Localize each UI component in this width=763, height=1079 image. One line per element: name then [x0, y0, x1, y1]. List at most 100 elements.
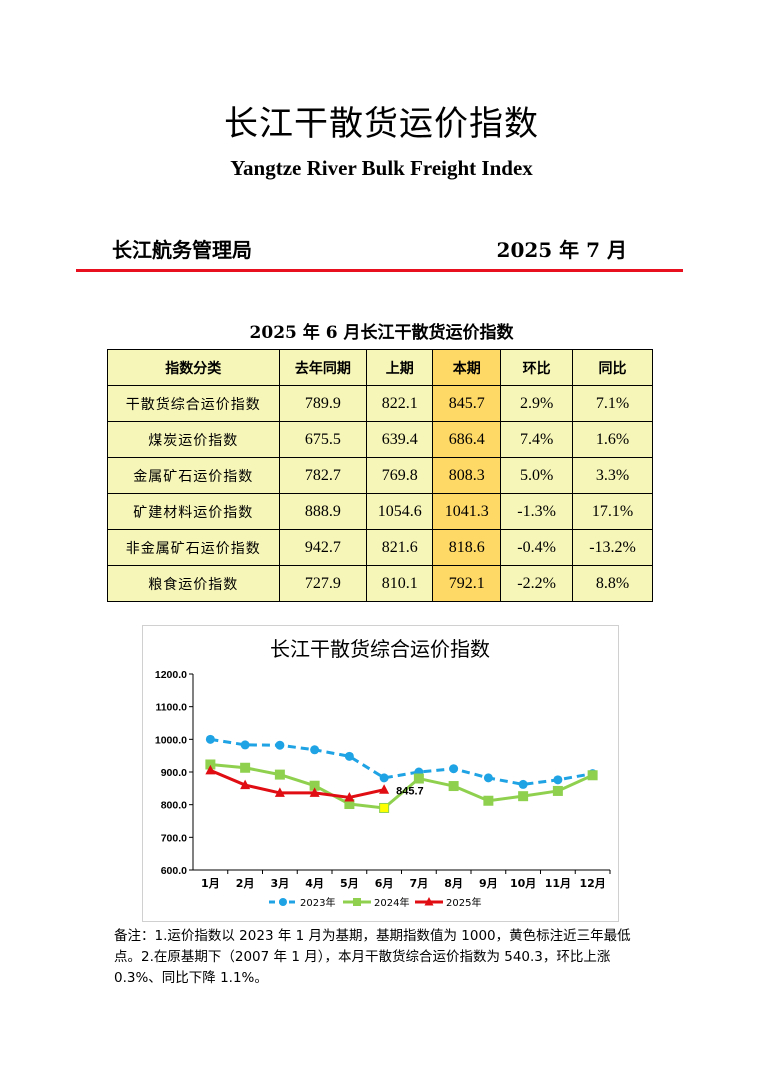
table-cell: 822.1 — [366, 385, 434, 422]
header-divider — [76, 269, 683, 272]
data-point — [275, 740, 285, 750]
data-point — [483, 773, 493, 783]
data-point — [518, 779, 528, 789]
table-cell: 3.3% — [572, 457, 653, 494]
data-point — [449, 764, 459, 774]
data-label: 845.7 — [396, 786, 424, 798]
table-row: 干散货综合运价指数 789.9 822.1 845.7 2.9% 7.1% — [107, 385, 653, 422]
data-point — [240, 779, 251, 790]
category-cell: 金属矿石运价指数 — [107, 457, 280, 494]
table-cell: 1054.6 — [366, 493, 434, 530]
table-cell: -0.4% — [500, 529, 574, 566]
x-tick-label: 8月 — [444, 877, 463, 890]
data-point — [240, 740, 250, 750]
data-point — [309, 787, 320, 797]
column-header: 同比 — [572, 349, 653, 386]
data-point — [552, 785, 563, 796]
legend-label: 2023年 — [300, 896, 335, 909]
x-tick-label: 2月 — [236, 877, 255, 890]
table-row: 煤炭运价指数 675.5 639.4 686.4 7.4% 1.6% — [107, 421, 653, 458]
data-point — [344, 791, 355, 802]
table-title: 2025 年 6 月长江干散货运价指数 — [249, 323, 514, 343]
x-tick-label: 10月 — [510, 877, 536, 890]
table-cell: 7.1% — [572, 385, 653, 422]
x-tick-label: 11月 — [545, 877, 571, 890]
data-point — [413, 773, 424, 784]
y-tick-label: 1200.0 — [155, 669, 187, 681]
current-cell: 845.7 — [432, 385, 502, 422]
table-cell: 782.7 — [278, 457, 368, 494]
data-point — [310, 745, 320, 755]
data-point — [553, 775, 563, 785]
x-tick-label: 1月 — [201, 877, 220, 890]
column-header: 环比 — [500, 349, 574, 386]
table-cell: -2.2% — [500, 565, 574, 602]
data-point — [344, 751, 354, 761]
table-cell: 5.0% — [500, 457, 574, 494]
column-header: 本期 — [432, 349, 502, 386]
x-tick-label: 5月 — [340, 877, 359, 890]
y-tick-label: 1000.0 — [155, 734, 187, 746]
table-cell: 17.1% — [572, 493, 653, 530]
table-cell: 888.9 — [278, 493, 368, 530]
legend-label: 2024年 — [374, 896, 409, 909]
category-cell: 粮食运价指数 — [107, 565, 280, 602]
category-cell: 非金属矿石运价指数 — [107, 529, 280, 566]
data-point — [240, 762, 251, 773]
table-cell: 1.6% — [572, 421, 653, 458]
x-tick-label: 12月 — [579, 877, 605, 890]
current-cell: 1041.3 — [432, 493, 502, 530]
issue-date: 2025 年 7 月 — [496, 238, 627, 262]
table-row: 金属矿石运价指数 782.7 769.8 808.3 5.0% 3.3% — [107, 457, 653, 494]
table-row: 非金属矿石运价指数 942.7 821.6 818.6 -0.4% -13.2% — [107, 529, 653, 566]
table-cell: 8.8% — [572, 565, 653, 602]
table-row: 矿建材料运价指数 888.9 1054.6 1041.3 -1.3% 17.1% — [107, 493, 653, 530]
y-tick-label: 800.0 — [161, 800, 187, 812]
table-cell: 769.8 — [366, 457, 434, 494]
data-point — [379, 784, 390, 794]
legend-label: 2025年 — [446, 896, 481, 909]
table-cell: 2.9% — [500, 385, 574, 422]
table-cell: -13.2% — [572, 529, 653, 566]
data-point — [205, 734, 215, 744]
y-tick-label: 1100.0 — [155, 702, 187, 714]
data-point — [379, 773, 389, 783]
current-cell: 686.4 — [432, 421, 502, 458]
data-point — [379, 802, 390, 813]
x-tick-label: 3月 — [271, 877, 290, 890]
series-line-2025年 — [209, 768, 385, 799]
table-cell: 675.5 — [278, 421, 368, 458]
category-cell: 干散货综合运价指数 — [107, 385, 280, 422]
y-tick-label: 900.0 — [161, 767, 187, 779]
data-point — [274, 769, 285, 780]
table-cell: 942.7 — [278, 529, 368, 566]
table-header-row: 指数分类 去年同期 上期 本期 环比 同比 — [107, 349, 653, 386]
current-cell: 792.1 — [432, 565, 502, 602]
chart-canvas: 长江干散货综合运价指数 600.0 700.0 800.0 900.0 1000.0 110… — [155, 637, 611, 909]
footnote: 备注：1.运价指数以 2023 年 1 月为基期，基期指数值为 1000，黄色标… — [114, 928, 631, 986]
x-tick-label: 6月 — [375, 877, 394, 890]
table-cell: 821.6 — [366, 529, 434, 566]
y-tick-label: 600.0 — [161, 865, 187, 877]
y-tick-label: 700.0 — [161, 832, 187, 844]
table-cell: 7.4% — [500, 421, 574, 458]
table-cell: 727.9 — [278, 565, 368, 602]
table-cell: 639.4 — [366, 421, 434, 458]
data-point — [483, 795, 494, 806]
x-tick-label: 9月 — [479, 877, 498, 890]
column-header: 指数分类 — [107, 349, 280, 386]
chart-title: 长江干散货综合运价指数 — [270, 637, 490, 661]
x-tick-label: 4月 — [305, 877, 324, 890]
line-chart: 长江干散货综合运价指数 600.0 700.0 800.0 900.0 1000.0 110… — [142, 625, 619, 922]
data-point — [205, 764, 216, 775]
category-cell: 煤炭运价指数 — [107, 421, 280, 458]
current-cell: 818.6 — [432, 529, 502, 566]
current-cell: 808.3 — [432, 457, 502, 494]
column-header: 去年同期 — [278, 349, 368, 386]
page-subtitle: Yangtze River Bulk Freight Index — [230, 156, 533, 180]
data-point — [274, 787, 285, 797]
page-title: 长江干散货运价指数 — [224, 104, 539, 144]
x-tick-label: 7月 — [410, 877, 429, 890]
legend-marker — [279, 898, 287, 906]
table-cell: 810.1 — [366, 565, 434, 602]
